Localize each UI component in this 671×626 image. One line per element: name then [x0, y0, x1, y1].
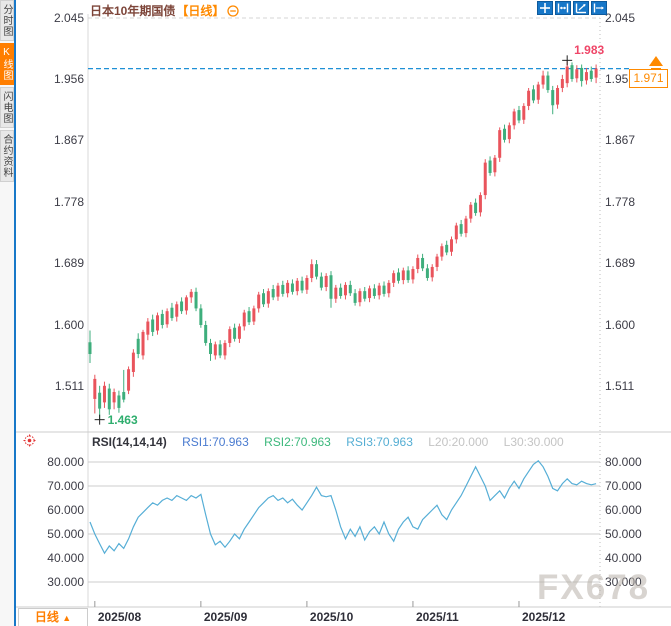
price-tick-left: 1.867 — [53, 133, 84, 148]
rsi-header: RSI(14,14,14) RSI1:70.963 RSI2:70.963 RS… — [92, 435, 576, 449]
month-label: 2025/09 — [203, 610, 248, 624]
price-tick-right: 2.045 — [605, 10, 636, 25]
sidebar-tab-time-sharing-chart[interactable]: 分时图 — [0, 0, 14, 41]
chart-title: 日本10年期国债【日线】 — [90, 2, 240, 20]
price-tick-left: 1.511 — [54, 379, 84, 394]
rsi-tick-right: 70.000 — [605, 479, 642, 493]
rsi-tick-right: 50.000 — [605, 527, 642, 541]
rsi-tick-left: 40.000 — [47, 551, 84, 565]
price-tick-left: 2.045 — [53, 10, 84, 25]
sidebar-divider — [14, 0, 16, 626]
indicator-settings-icon[interactable] — [23, 434, 37, 448]
expand-axis-icon[interactable] — [573, 1, 589, 15]
price-tick-right: 1.600 — [605, 317, 636, 332]
rsi1-value: RSI1:70.963 — [182, 435, 249, 449]
high-price-label: 1.983 — [574, 43, 605, 58]
zoom-out-icon[interactable] — [227, 5, 240, 20]
month-label: 2025/11 — [415, 610, 459, 624]
price-tick-right: 1.511 — [605, 379, 635, 394]
main-chart-plot[interactable] — [88, 14, 600, 432]
chart-toolbar — [537, 1, 607, 15]
timeframe-tag: 【日线】 — [176, 4, 225, 18]
price-tick-left: 1.600 — [53, 317, 84, 332]
move-crosshair-icon[interactable] — [537, 1, 553, 15]
compress-horizontal-icon[interactable] — [555, 1, 571, 15]
price-tick-right: 1.867 — [605, 133, 636, 148]
month-label: 2025/10 — [309, 610, 354, 624]
price-tick-left: 1.689 — [53, 256, 84, 271]
rsi-tick-left: 70.000 — [47, 479, 84, 493]
instrument-name: 日本10年期国债 — [90, 4, 176, 18]
price-tick-right: 1.778 — [605, 194, 636, 209]
rsi2-value: RSI2:70.963 — [264, 435, 331, 449]
rsi-tick-left: 80.000 — [47, 455, 84, 469]
rsi-tick-right: 60.000 — [605, 503, 642, 517]
price-tick-right: 1.689 — [605, 256, 636, 271]
rsi-l30-param: L30:30.000 — [503, 435, 564, 449]
rsi-indicator-name: RSI(14,14,14) — [92, 435, 167, 449]
sidebar-tab-kline-chart[interactable]: K线图 — [0, 43, 14, 85]
rsi-tick-left: 50.000 — [47, 527, 84, 541]
rsi-l20-param: L20:20.000 — [428, 435, 489, 449]
rsi-tick-right: 40.000 — [605, 551, 642, 565]
chevron-up-icon: ▲ — [62, 613, 72, 623]
rsi3-value: RSI3:70.963 — [346, 435, 413, 449]
sidebar-tab-lightning-chart[interactable]: 闪电图 — [0, 87, 14, 128]
rsi-tick-left: 30.000 — [47, 575, 84, 589]
last-price-box: 1.971 — [629, 69, 668, 88]
price-tick-right: 1.956 — [605, 72, 636, 86]
rsi-tick-right: 80.000 — [605, 455, 642, 469]
month-label: 2025/12 — [521, 610, 566, 624]
rsi-plot[interactable] — [88, 452, 600, 607]
timeframe-selector[interactable]: 日线 ▲ — [18, 608, 88, 626]
rsi-tick-left: 60.000 — [47, 503, 84, 517]
pan-right-icon[interactable] — [591, 1, 607, 15]
chart-type-sidebar: 分时图 K线图 闪电图 合约资料 — [0, 0, 14, 626]
price-tick-left: 1.956 — [53, 72, 84, 86]
rsi-tick-right: 30.000 — [605, 575, 642, 589]
fx678-watermark: FX678 — [537, 568, 651, 607]
sidebar-tab-contract-info[interactable]: 合约资料 — [0, 130, 14, 182]
price-up-arrow-icon — [649, 56, 663, 66]
low-price-label: 1.463 — [107, 412, 138, 427]
price-tick-left: 1.778 — [53, 194, 84, 209]
timeframe-selector-label: 日线 — [34, 610, 59, 624]
month-label: 2025/08 — [97, 610, 142, 624]
